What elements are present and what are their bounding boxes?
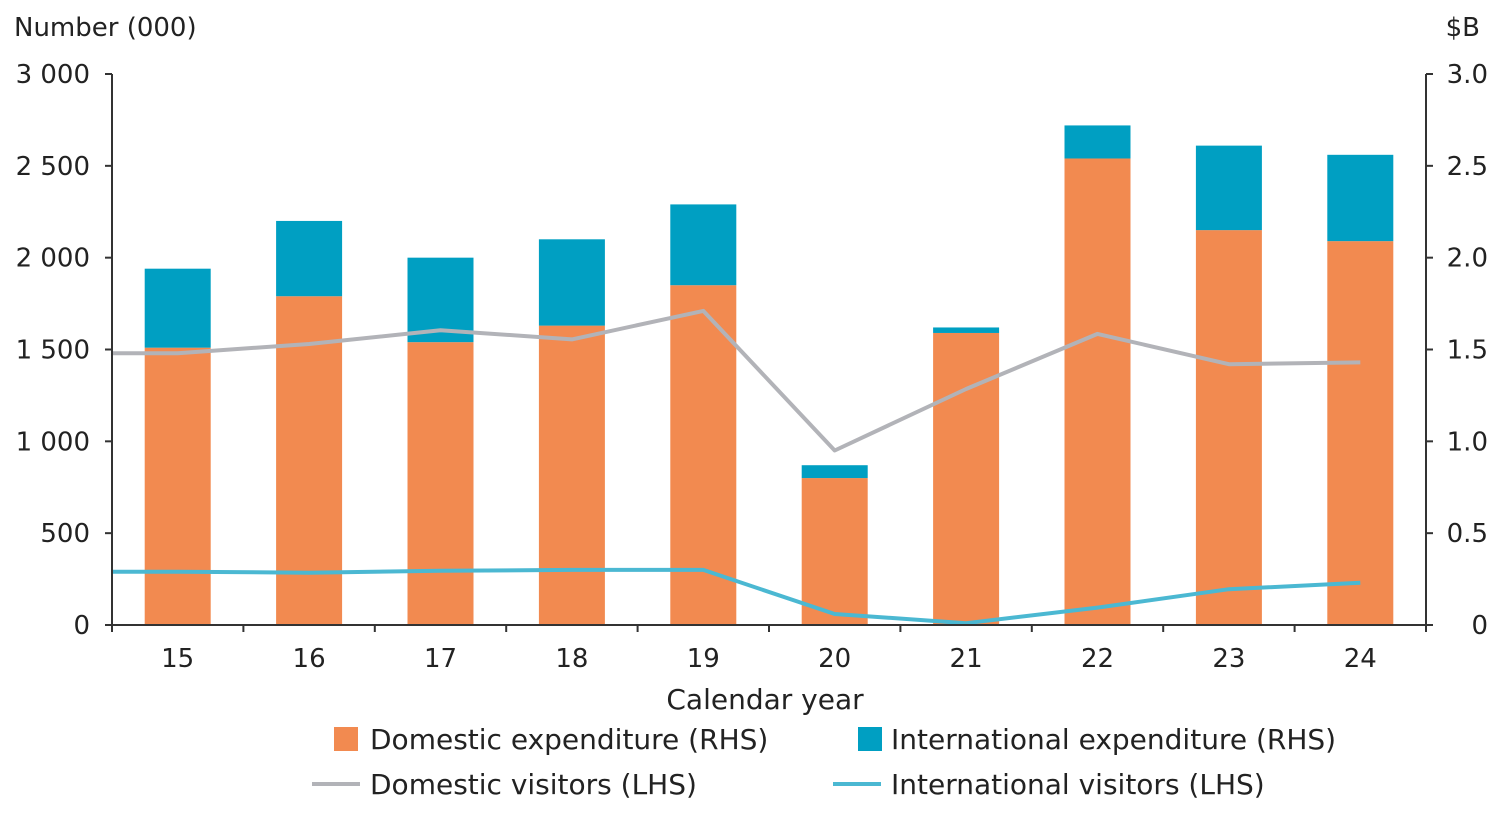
x-tick-label: 19 <box>687 644 720 674</box>
legend-label-international-expenditure: International expenditure (RHS) <box>891 723 1336 756</box>
x-tick-label: 22 <box>1081 644 1114 674</box>
right-tick-label: 2.0 <box>1447 244 1488 274</box>
axes-layer: 0 500 1 000 1 500 2 000 2 500 3 000 0 0.5 1.0 1.5 2… <box>16 60 1488 674</box>
left-tick-label: 0 <box>73 611 90 641</box>
right-tick-label: 1.0 <box>1447 427 1488 457</box>
bar-international-expenditure-17 <box>407 257 474 343</box>
legend-label-international-visitors: International visitors (LHS) <box>891 768 1265 801</box>
right-tick-label: 0 <box>1471 611 1488 641</box>
x-tick-label: 24 <box>1344 644 1377 674</box>
right-tick-label: 2.5 <box>1447 152 1488 182</box>
bar-international-expenditure-23 <box>1195 145 1262 231</box>
bar-domestic-expenditure-21 <box>933 332 1000 625</box>
right-axis-unit-label: $B <box>1446 13 1480 43</box>
bars-layer <box>144 125 1394 626</box>
bar-international-expenditure-16 <box>276 220 343 297</box>
line-domestic-visitors <box>112 308 1361 453</box>
x-axis-title: Calendar year <box>666 683 864 716</box>
legend-item-international-visitors: International visitors (LHS) <box>833 768 1265 801</box>
right-tick-label: 3.0 <box>1447 60 1488 90</box>
bar-international-expenditure-24 <box>1327 154 1394 242</box>
x-tick-label: 21 <box>950 644 983 674</box>
bar-international-expenditure-15 <box>144 268 211 348</box>
legend-label-domestic-visitors: Domestic visitors (LHS) <box>370 768 697 801</box>
bar-domestic-expenditure-24 <box>1327 241 1394 626</box>
left-tick-label: 2 000 <box>16 244 90 274</box>
legend: Domestic expenditure (RHS) International… <box>312 723 1336 801</box>
bar-international-expenditure-18 <box>538 239 605 326</box>
line-international-visitors <box>112 567 1361 626</box>
bar-domestic-expenditure-20 <box>801 478 868 625</box>
bar-domestic-expenditure-22 <box>1064 158 1131 625</box>
left-tick-label: 3 000 <box>16 60 90 90</box>
right-tick-label: 1.5 <box>1447 336 1488 366</box>
bar-domestic-expenditure-17 <box>407 342 474 625</box>
left-tick-label: 500 <box>40 519 90 549</box>
bar-domestic-expenditure-23 <box>1195 230 1262 625</box>
left-tick-label: 1 500 <box>16 336 90 366</box>
bar-international-expenditure-21 <box>933 327 1000 333</box>
x-tick-label: 18 <box>555 644 588 674</box>
legend-swatch-international-expenditure <box>858 727 882 751</box>
bar-domestic-expenditure-18 <box>538 325 605 625</box>
bar-international-expenditure-22 <box>1064 125 1131 159</box>
bar-international-expenditure-19 <box>670 204 737 286</box>
legend-label-domestic-expenditure: Domestic expenditure (RHS) <box>370 723 768 756</box>
legend-swatch-domestic-expenditure <box>334 727 358 751</box>
x-tick-label: 23 <box>1212 644 1245 674</box>
bar-domestic-expenditure-15 <box>144 347 211 625</box>
x-tick-label: 17 <box>424 644 457 674</box>
x-tick-label: 16 <box>293 644 326 674</box>
x-tick-label: 15 <box>161 644 194 674</box>
x-tick-label: 20 <box>818 644 851 674</box>
legend-item-domestic-expenditure: Domestic expenditure (RHS) <box>334 723 768 756</box>
legend-item-international-expenditure: International expenditure (RHS) <box>858 723 1336 756</box>
bar-international-expenditure-20 <box>801 465 868 479</box>
left-tick-label: 1 000 <box>16 427 90 457</box>
left-tick-label: 2 500 <box>16 152 90 182</box>
left-axis-unit-label: Number (000) <box>14 13 197 43</box>
legend-item-domestic-visitors: Domestic visitors (LHS) <box>312 768 697 801</box>
bar-domestic-expenditure-16 <box>276 296 343 625</box>
lines-layer <box>112 308 1361 626</box>
right-tick-label: 0.5 <box>1447 519 1488 549</box>
